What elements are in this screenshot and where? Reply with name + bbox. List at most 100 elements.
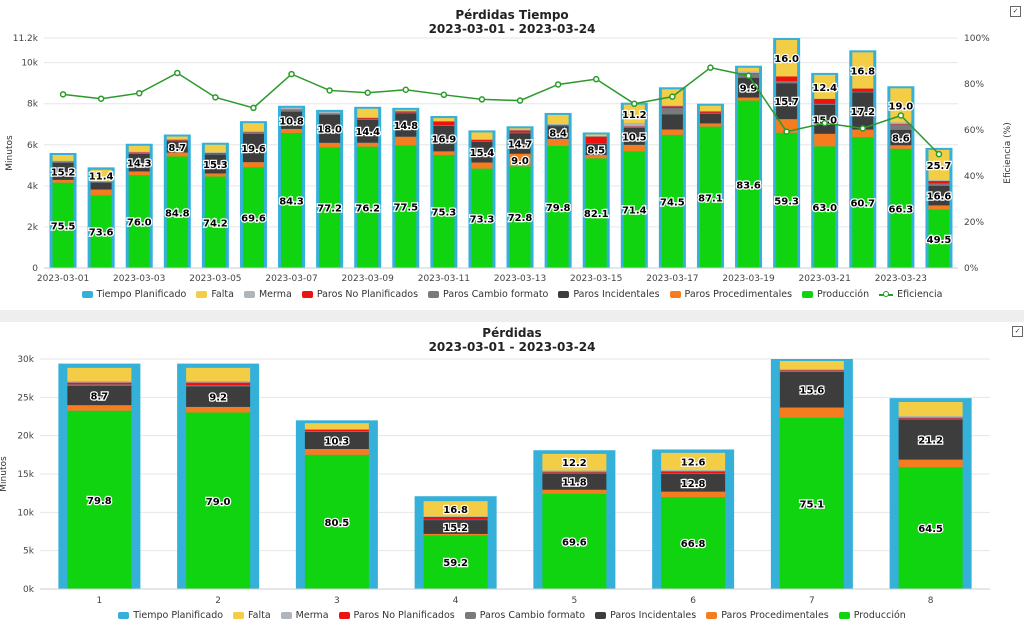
bar-segment-merma[interactable]: [166, 139, 188, 140]
bar-segment-paros-cambio-formato[interactable]: [814, 103, 836, 105]
bar-segment-produccion[interactable]: [357, 146, 379, 268]
legend-item-falta[interactable]: Falta: [196, 289, 234, 300]
bar-segment-paros-cambio-formato[interactable]: [661, 473, 726, 475]
bar-segment-paros-cambio-formato[interactable]: [779, 370, 844, 372]
bar-segment-paros-procedimentales[interactable]: [699, 123, 721, 127]
bar-segment-falta[interactable]: [738, 67, 760, 72]
eficiencia-point[interactable]: [402, 86, 410, 93]
checkbox-menu-icon[interactable]: ✓: [1010, 6, 1021, 17]
bar-segment-paros-cambio-formato[interactable]: [281, 109, 303, 112]
bar-segment-falta[interactable]: [423, 501, 488, 517]
bar-group[interactable]: 69.6 11.8 12.2: [533, 450, 616, 589]
bar-segment-paros-cambio-formato[interactable]: [128, 153, 150, 154]
bar-segment-paros-procedimentales[interactable]: [52, 179, 74, 183]
bar-group[interactable]: 73.6 11.4: [88, 167, 115, 268]
bar-segment-produccion[interactable]: [779, 417, 844, 589]
bar-segment-paros-no-planificados[interactable]: [661, 471, 726, 474]
bar-segment-falta[interactable]: [623, 104, 645, 123]
eficiencia-point[interactable]: [859, 125, 867, 132]
bar-group[interactable]: 79.8 8.4: [545, 112, 572, 269]
bar-segment-paros-procedimentales[interactable]: [67, 405, 132, 411]
eficiencia-point[interactable]: [707, 64, 714, 71]
eficiencia-point[interactable]: [935, 150, 943, 158]
legend-item-falta[interactable]: Falta: [233, 610, 271, 621]
eficiencia-point[interactable]: [59, 91, 67, 98]
bar-segment-falta[interactable]: [166, 136, 188, 140]
bar-group[interactable]: 66.8 12.8 12.6: [652, 449, 735, 589]
bar-group[interactable]: 84.8 8.7: [164, 134, 191, 268]
bar-segment-paros-no-planificados[interactable]: [166, 139, 188, 141]
eficiencia-point[interactable]: [212, 94, 219, 101]
bar-segment-falta[interactable]: [52, 155, 74, 161]
bar-segment-merma[interactable]: [661, 470, 726, 472]
bar-segment-produccion[interactable]: [509, 166, 531, 268]
bar-segment-produccion[interactable]: [166, 156, 188, 268]
bar-segment-paros-procedimentales[interactable]: [242, 162, 264, 168]
legend-item-eficiencia[interactable]: Eficiencia: [879, 289, 943, 300]
bar-segment-merma[interactable]: [423, 516, 488, 517]
bar-segment-merma[interactable]: [357, 117, 379, 119]
bar-segment-produccion[interactable]: [471, 168, 493, 268]
bar-segment-paros-procedimentales[interactable]: [509, 153, 531, 167]
bar-segment-paros-cambio-formato[interactable]: [661, 108, 683, 115]
bar-group[interactable]: 49.5 16.6 25.7: [925, 147, 953, 268]
bar-group[interactable]: 64.5 21.2: [889, 398, 972, 589]
bar-segment-paros-no-planificados[interactable]: [304, 429, 369, 431]
bar-group[interactable]: 87.1: [697, 103, 724, 268]
bar-segment-paros-procedimentales[interactable]: [776, 119, 798, 133]
bar-segment-produccion[interactable]: [395, 145, 417, 268]
bar-segment-paros-incidentales[interactable]: [890, 129, 912, 146]
bar-segment-merma[interactable]: [547, 124, 569, 125]
bar-segment-paros-incidentales[interactable]: [471, 141, 493, 163]
eficiencia-point[interactable]: [288, 70, 295, 78]
bar-segment-paros-incidentales[interactable]: [433, 125, 455, 152]
bar-segment-paros-no-planificados[interactable]: [776, 76, 798, 82]
bar-segment-paros-incidentales[interactable]: [204, 154, 226, 174]
legend-item-paros-cambio-formato[interactable]: Paros Cambio formato: [464, 610, 585, 621]
bar-group[interactable]: 79.0 9.2: [177, 363, 260, 589]
eficiencia-point[interactable]: [478, 96, 486, 103]
bar-segment-paros-procedimentales[interactable]: [542, 489, 607, 494]
bar-group[interactable]: 71.4 10.5 11.2: [621, 102, 648, 268]
bar-segment-paros-cambio-formato[interactable]: [204, 153, 226, 155]
bar-segment-paros-incidentales[interactable]: [814, 104, 836, 134]
bar-group[interactable]: 59.2 15.2 16.8: [414, 496, 497, 589]
bar-segment-produccion[interactable]: [319, 147, 341, 268]
bar-segment-paros-cambio-formato[interactable]: [186, 385, 251, 387]
bar-segment-falta[interactable]: [928, 149, 950, 181]
bar-segment-merma[interactable]: [779, 368, 844, 371]
bar-segment-produccion[interactable]: [814, 146, 836, 268]
bar-group[interactable]: 60.7 17.2 16.8: [849, 50, 876, 269]
bar-segment-produccion[interactable]: [542, 493, 607, 589]
bar-segment-produccion[interactable]: [204, 176, 226, 268]
bar-segment-paros-procedimentales[interactable]: [90, 189, 112, 196]
bar-segment-paros-no-planificados[interactable]: [67, 382, 132, 385]
bar-group[interactable]: 82.1 8.5: [583, 132, 610, 268]
bar-segment-falta[interactable]: [699, 105, 721, 112]
bar-segment-paros-incidentales[interactable]: [186, 386, 251, 407]
bar-segment-falta[interactable]: [509, 128, 531, 130]
bar-segment-paros-incidentales[interactable]: [852, 92, 874, 130]
bar-segment-paros-no-planificados[interactable]: [395, 111, 417, 113]
bar-group[interactable]: 77.2 18.0: [316, 109, 343, 268]
bar-group[interactable]: 76.2 14.4: [354, 106, 381, 268]
bar-segment-paros-incidentales[interactable]: [90, 182, 112, 190]
bar-segment-paros-incidentales[interactable]: [52, 162, 74, 180]
bar-group[interactable]: 74.5: [659, 87, 686, 269]
bar-segment-paros-incidentales[interactable]: [623, 127, 645, 145]
bar-segment-paros-no-planificados[interactable]: [779, 370, 844, 371]
bar-segment-paros-procedimentales[interactable]: [204, 173, 226, 177]
bar-segment-produccion[interactable]: [547, 145, 569, 268]
bar-segment-produccion[interactable]: [242, 167, 264, 268]
legend-item-paros-cambio-formato[interactable]: Paros Cambio formato: [428, 289, 548, 300]
bar-segment-falta[interactable]: [776, 40, 798, 77]
bar-segment-merma[interactable]: [242, 130, 264, 133]
bar-segment-falta[interactable]: [814, 74, 836, 99]
bar-segment-falta[interactable]: [204, 144, 226, 153]
bar-segment-paros-no-planificados[interactable]: [661, 106, 683, 109]
bar-segment-falta[interactable]: [186, 367, 251, 382]
bar-segment-paros-procedimentales[interactable]: [547, 138, 569, 146]
bar-segment-paros-procedimentales[interactable]: [661, 129, 683, 135]
eficiencia-point[interactable]: [554, 81, 562, 88]
bar-segment-produccion[interactable]: [928, 209, 950, 268]
